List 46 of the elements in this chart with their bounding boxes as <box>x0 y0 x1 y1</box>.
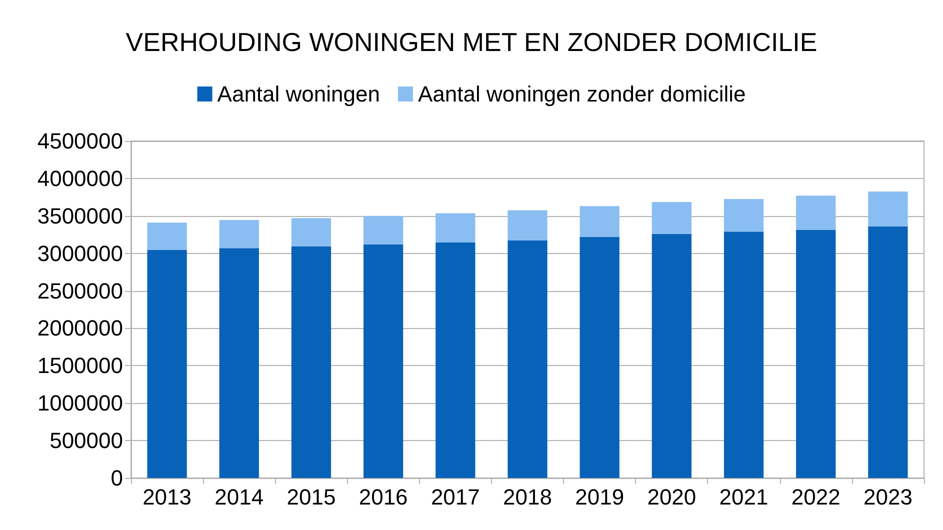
x-tick-label: 2014 <box>214 484 264 510</box>
y-tick-label: 1000000 <box>37 390 123 416</box>
bar <box>147 250 187 478</box>
x-tick-label: 2018 <box>503 484 552 510</box>
bar <box>219 248 259 478</box>
bar <box>652 234 692 478</box>
x-tick-label: 2017 <box>430 484 480 510</box>
bar <box>291 246 332 478</box>
bar <box>291 218 332 246</box>
bar <box>652 202 692 234</box>
x-tick-label: 2019 <box>575 484 624 510</box>
y-tick-label: 2500000 <box>37 278 123 304</box>
y-tick-label: 3500000 <box>37 203 123 228</box>
x-tick-label: 2020 <box>647 484 696 510</box>
y-tick-label: 3000000 <box>37 240 123 266</box>
bar <box>363 244 404 478</box>
y-tick-label: 1500000 <box>37 353 123 378</box>
bar <box>436 213 476 242</box>
y-tick-label: 500000 <box>50 428 123 454</box>
bar <box>580 206 620 237</box>
y-tick-label: 4500000 <box>37 128 123 154</box>
legend-label: Aantal woningen zonder domicilie <box>418 82 746 106</box>
y-tick-label: 2000000 <box>37 316 123 341</box>
bar <box>508 210 548 240</box>
bar <box>363 216 404 244</box>
bar <box>508 240 548 478</box>
legend-label: Aantal woningen <box>217 82 380 106</box>
bar <box>724 199 764 232</box>
x-tick-label: 2013 <box>142 484 192 510</box>
x-tick-label: 2016 <box>358 484 408 510</box>
bar <box>147 222 187 250</box>
x-tick-label: 2021 <box>719 484 768 510</box>
x-tick-label: 2022 <box>791 484 840 510</box>
y-tick-label: 4000000 <box>37 166 123 191</box>
chart-title: VERHOUDING WONINGEN MET EN ZONDER DOMICILIE <box>126 27 818 57</box>
bar <box>724 232 764 478</box>
bar <box>580 236 620 478</box>
bar <box>219 220 259 248</box>
bar <box>868 192 908 226</box>
bar <box>868 226 908 478</box>
bar <box>436 242 476 478</box>
x-tick-label: 2015 <box>286 484 336 510</box>
bar <box>796 196 836 230</box>
x-tick-label: 2023 <box>863 484 912 510</box>
bar <box>796 230 836 478</box>
y-tick-label: 0 <box>110 466 123 490</box>
